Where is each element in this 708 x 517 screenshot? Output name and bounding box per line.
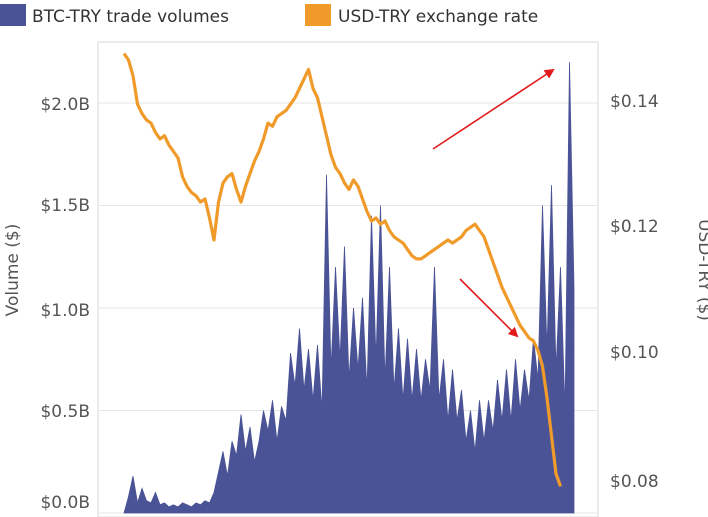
- arrow-down-right-icon: [459, 278, 519, 338]
- right-tick-label: $0.10: [610, 343, 659, 363]
- right-axis: $0.08 $0.10 $0.12 $0.14 USD-TRY ($): [610, 92, 708, 492]
- legend-swatch-rate: [305, 4, 331, 26]
- left-tick-label: $1.5B: [40, 196, 90, 216]
- left-tick-label: $0.0B: [40, 493, 90, 513]
- plot-frame: [97, 41, 599, 517]
- legend-label-rate: USD-TRY exchange rate: [338, 7, 538, 27]
- exchange-rate-line-series: [122, 52, 563, 487]
- arrow-up-right-icon: [432, 68, 555, 150]
- annotation-arrows: [432, 68, 555, 338]
- left-axis-title: Volume ($): [3, 224, 23, 317]
- left-tick-label: $1.0B: [40, 301, 90, 321]
- left-tick-label: $2.0B: [40, 95, 90, 115]
- right-tick-label: $0.08: [610, 472, 659, 492]
- left-axis: $0.0B $0.5B $1.0B $1.5B $2.0B Volume ($): [3, 95, 90, 513]
- right-axis-title: USD-TRY ($): [694, 219, 708, 321]
- volume-area-series: [123, 61, 575, 514]
- legend-swatch-volume: [0, 4, 26, 26]
- right-tick-label: $0.12: [610, 217, 659, 237]
- right-tick-label: $0.14: [610, 92, 659, 112]
- left-tick-label: $0.5B: [40, 402, 90, 422]
- legend: BTC-TRY trade volumes USD-TRY exchange r…: [0, 4, 538, 27]
- legend-label-volume: BTC-TRY trade volumes: [32, 7, 229, 27]
